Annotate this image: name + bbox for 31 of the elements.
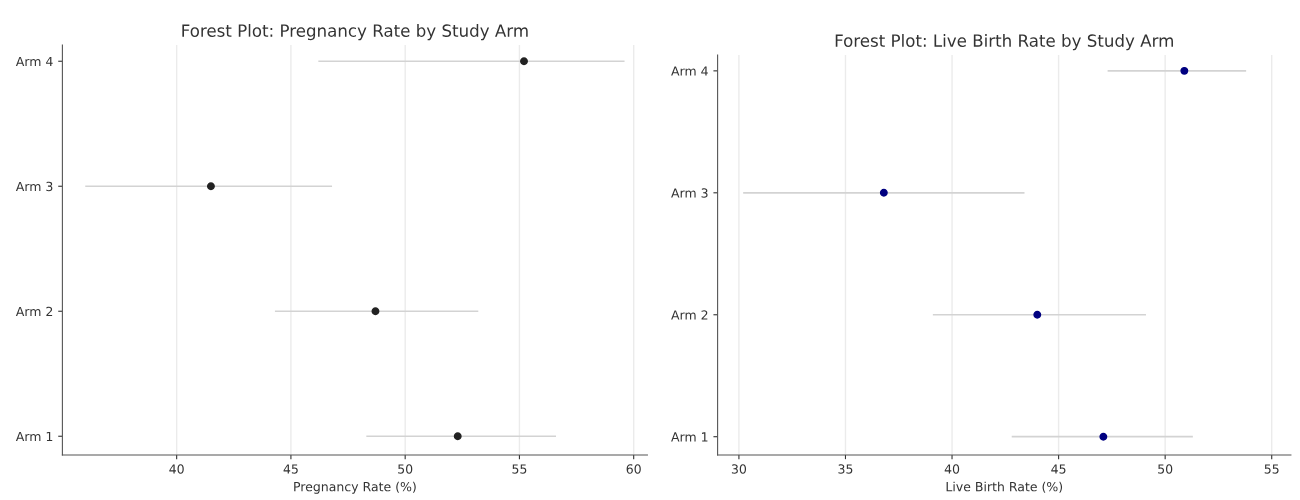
point [1180, 66, 1189, 75]
x-tick-label: 40 [944, 464, 960, 474]
x-tick-label: 45 [283, 464, 298, 474]
chart-title: Forest Plot: Pregnancy Rate by Study Arm [182, 24, 528, 41]
x-tick-label: 45 [1051, 464, 1066, 474]
y-tick-label: Arm 4 [671, 66, 708, 76]
x-axis-title: Pregnancy Rate (%) [294, 481, 416, 494]
y-tick-label: Arm 1 [15, 431, 53, 441]
x-axis-title: Live Birth Rate (%) [946, 481, 1063, 493]
y-tick-label: Arm 2 [671, 310, 708, 320]
x-tick-label: 55 [1264, 464, 1279, 474]
x-tick-label: 50 [1158, 464, 1173, 474]
point [520, 57, 528, 66]
x-tick-label: 35 [838, 464, 853, 474]
y-tick-label: Arm 4 [15, 56, 53, 66]
chart-title: Forest Plot: Live Birth Rate by Study Arm [835, 34, 1173, 51]
point [206, 182, 215, 191]
x-tick-label: 55 [512, 464, 527, 474]
y-tick-label: Arm 1 [671, 432, 708, 442]
point [1033, 310, 1042, 319]
x-tick-label: 40 [169, 464, 184, 474]
point [879, 188, 888, 197]
point [453, 432, 462, 441]
x-tick-label: 60 [626, 464, 641, 474]
point [371, 307, 380, 316]
x-tick-label: 30 [731, 464, 747, 474]
y-tick-label: Arm 3 [15, 181, 53, 192]
x-tick-label: 50 [398, 464, 413, 474]
y-tick-label: Arm 3 [671, 188, 708, 198]
point [1099, 432, 1108, 441]
y-tick-label: Arm 2 [15, 306, 53, 316]
